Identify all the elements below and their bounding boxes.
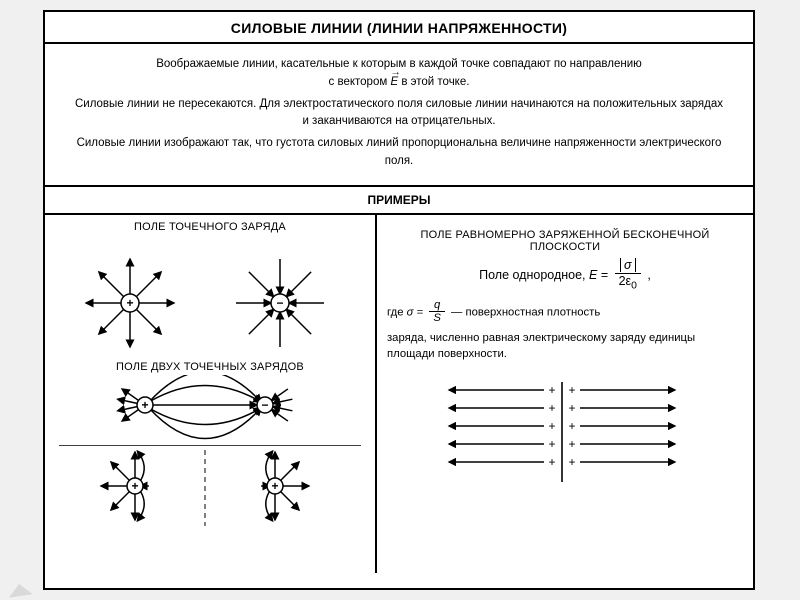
examples-grid: ПОЛЕ ТОЧЕЧНОГО ЗАРЯДА + − ПОЛЕ ДВУХ ТОЧЕ… — [45, 215, 753, 573]
dipole-diagram: +− — [45, 375, 375, 445]
slide-corner-icon — [7, 582, 32, 597]
svg-text:+: + — [568, 401, 575, 415]
vector-E: E — [390, 74, 398, 92]
eps-sub: 0 — [631, 280, 637, 291]
svg-text:+: + — [548, 455, 555, 469]
svg-text:+: + — [568, 419, 575, 433]
svg-text:+: + — [126, 296, 133, 310]
svg-text:+: + — [568, 383, 575, 397]
E-fraction: σ 2ε0 — [615, 259, 641, 293]
svg-text:+: + — [568, 455, 575, 469]
svg-text:+: + — [568, 437, 575, 451]
examples-header: ПРИМЕРЫ — [45, 187, 753, 215]
desc-line-3: Силовые линии изображают так, что густот… — [73, 135, 725, 171]
svg-text:+: + — [131, 479, 138, 493]
sigma-tail: заряда, численно равная электрическому з… — [387, 330, 743, 363]
left-column: ПОЛЕ ТОЧЕЧНОГО ЗАРЯДА + − ПОЛЕ ДВУХ ТОЧЕ… — [45, 215, 377, 573]
sigma-top: σ — [624, 258, 632, 272]
like-charges-diagram: ++ — [45, 446, 375, 542]
sigma-definition: где σ = q S — поверхностная плотность — [387, 299, 743, 326]
svg-text:+: + — [548, 419, 555, 433]
sigma-fraction: q S — [429, 299, 445, 326]
description-block: Воображаемые линии, касательные к которы… — [45, 44, 753, 187]
right-column: ПОЛЕ РАВНОМЕРНО ЗАРЯЖЕННОЙ БЕСКОНЕЧНОЙ П… — [377, 215, 753, 573]
page-frame: СИЛОВЫЕ ЛИНИИ (ЛИНИИ НАПРЯЖЕННОСТИ) Вооб… — [43, 10, 755, 590]
S-sym: S — [433, 312, 441, 324]
desc1b-pre: с вектором — [329, 76, 391, 88]
sigma-left: σ — [407, 306, 414, 318]
svg-text:+: + — [548, 437, 555, 451]
main-title: СИЛОВЫЕ ЛИНИИ (ЛИНИИ НАПРЯЖЕННОСТИ) — [57, 20, 741, 36]
point-charge-diagram: + − — [45, 235, 375, 355]
point-charge-title: ПОЛЕ ТОЧЕЧНОГО ЗАРЯДА — [45, 221, 375, 233]
two-charges-title: ПОЛЕ ДВУХ ТОЧЕЧНЫХ ЗАРЯДОВ — [45, 361, 375, 373]
uniform-field-formula: Поле однородное, E = σ 2ε0 , — [387, 259, 743, 293]
plane-field-diagram: + + + + + + + + + + — [387, 376, 737, 506]
E-symbol: E — [589, 268, 597, 282]
svg-text:+: + — [548, 383, 555, 397]
plane-title: ПОЛЕ РАВНОМЕРНО ЗАРЯЖЕННОЙ БЕСКОНЕЧНОЙ П… — [387, 229, 743, 253]
svg-text:+: + — [271, 479, 278, 493]
where: где — [387, 306, 407, 318]
q-sym: q — [434, 299, 440, 311]
title-bar: СИЛОВЫЕ ЛИНИИ (ЛИНИИ НАПРЯЖЕННОСТИ) — [45, 12, 753, 44]
svg-text:−: − — [276, 296, 283, 310]
uniform-label: Поле однородное, — [479, 268, 589, 282]
desc1b-suf: в этой точке. — [398, 76, 469, 88]
svg-text:+: + — [548, 401, 555, 415]
surf-density: — поверхностная плотность — [451, 306, 600, 318]
eps-den: 2ε — [619, 274, 632, 288]
svg-text:+: + — [141, 398, 148, 412]
svg-text:−: − — [261, 398, 268, 412]
desc-line-2: Силовые линии не пересекаются. Для элект… — [73, 96, 725, 132]
desc-line-1: Воображаемые линии, касательные к которы… — [73, 56, 725, 92]
